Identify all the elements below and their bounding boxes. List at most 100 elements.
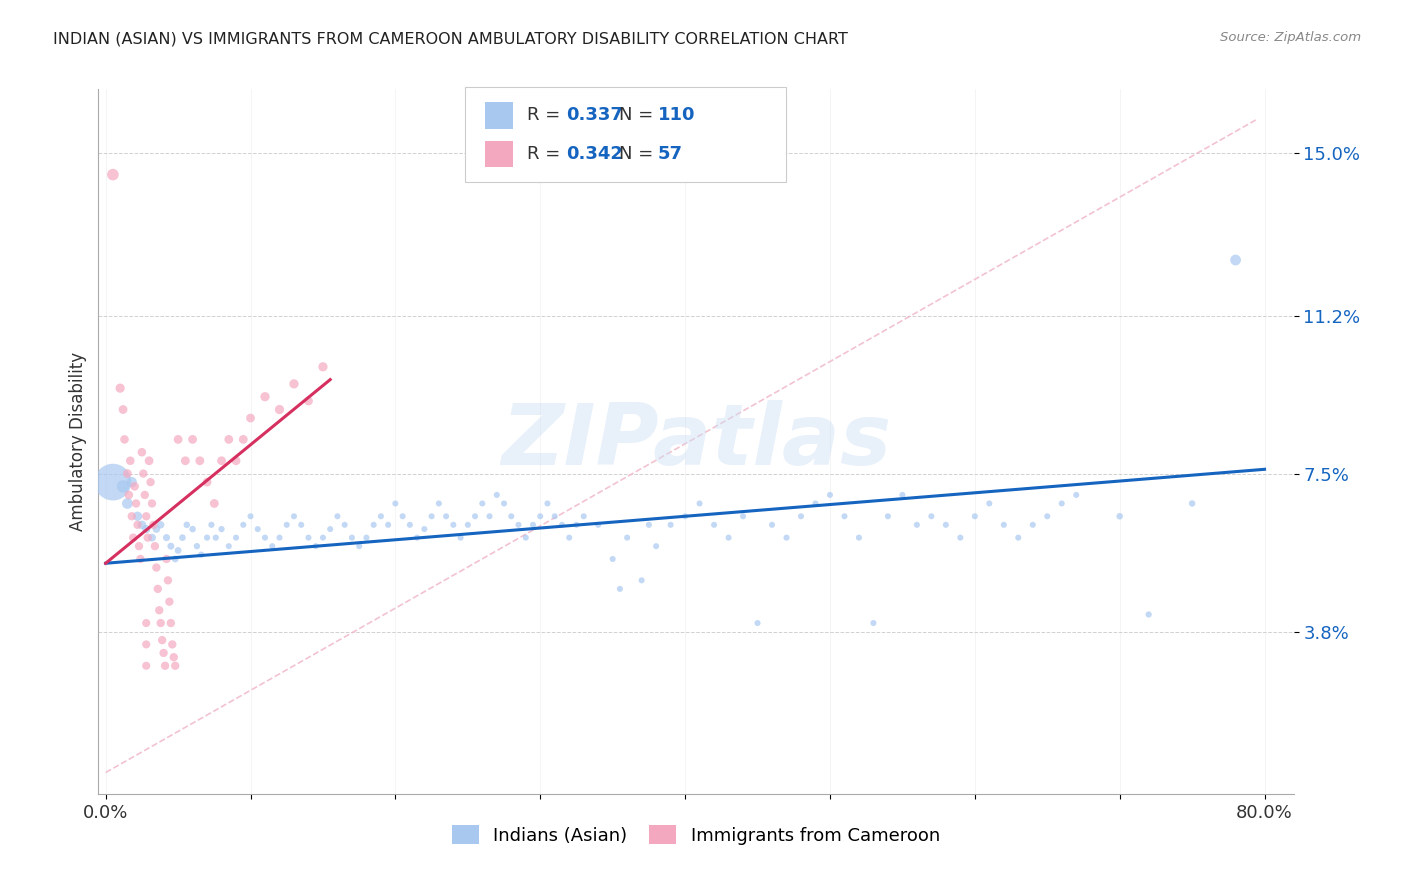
Point	[195, 475, 218, 489]
Point	[139, 475, 162, 489]
Point	[143, 539, 166, 553]
Point	[239, 509, 262, 524]
Point	[108, 381, 131, 395]
Point	[149, 517, 172, 532]
Point	[804, 496, 827, 510]
Point	[114, 433, 136, 447]
Text: ZIPatlas: ZIPatlas	[501, 400, 891, 483]
Point	[536, 496, 558, 510]
Point	[121, 509, 143, 524]
Point	[963, 509, 986, 524]
Point	[176, 517, 198, 532]
Point	[731, 509, 754, 524]
Point	[269, 531, 291, 545]
Point	[135, 658, 157, 673]
Point	[218, 539, 240, 553]
Point	[188, 454, 211, 468]
Point	[165, 552, 187, 566]
Point	[1036, 509, 1059, 524]
Point	[609, 582, 631, 596]
Point	[225, 531, 247, 545]
Text: 57: 57	[658, 145, 683, 163]
Point	[370, 509, 392, 524]
Text: R =: R =	[527, 145, 567, 163]
Point	[434, 509, 457, 524]
Point	[457, 517, 479, 532]
Point	[276, 517, 298, 532]
Point	[155, 531, 177, 545]
Point	[905, 517, 928, 532]
Point	[156, 574, 179, 588]
Point	[131, 517, 153, 532]
Point	[1108, 509, 1130, 524]
Point	[602, 552, 624, 566]
Point	[202, 496, 225, 510]
Point	[195, 531, 218, 545]
Point	[935, 517, 957, 532]
Point	[297, 394, 319, 409]
Point	[211, 522, 233, 536]
Point	[155, 552, 177, 566]
Point	[153, 658, 176, 673]
Point	[146, 582, 169, 596]
Point	[117, 496, 139, 510]
Point	[450, 531, 472, 545]
Point	[283, 509, 305, 524]
Point	[818, 488, 841, 502]
Point	[145, 560, 167, 574]
Point	[659, 517, 682, 532]
Point	[949, 531, 972, 545]
Point	[118, 488, 141, 502]
Point	[239, 411, 262, 425]
Point	[211, 454, 233, 468]
Point	[356, 531, 378, 545]
Point	[167, 433, 190, 447]
Point	[117, 467, 139, 481]
Point	[152, 646, 174, 660]
Point	[181, 522, 204, 536]
Point	[127, 509, 149, 524]
Point	[150, 633, 173, 648]
Point	[101, 475, 124, 489]
Point	[645, 539, 668, 553]
Point	[384, 496, 406, 510]
Point	[134, 488, 156, 502]
Point	[124, 479, 146, 493]
Point	[638, 517, 661, 532]
Point	[501, 509, 523, 524]
Point	[312, 531, 335, 545]
Point	[253, 390, 276, 404]
Point	[347, 539, 370, 553]
Point	[269, 402, 291, 417]
Point	[1225, 253, 1247, 268]
Point	[471, 496, 494, 510]
Point	[297, 531, 319, 545]
Point	[142, 517, 165, 532]
Point	[129, 552, 152, 566]
Point	[246, 522, 269, 536]
Point	[174, 454, 197, 468]
Point	[616, 531, 638, 545]
Point	[319, 522, 342, 536]
Point	[135, 615, 157, 630]
Point	[1007, 531, 1029, 545]
Text: N =: N =	[619, 145, 658, 163]
Point	[427, 496, 450, 510]
Point	[232, 517, 254, 532]
Point	[508, 517, 530, 532]
Point	[145, 522, 167, 536]
Point	[673, 509, 696, 524]
Point	[128, 539, 150, 553]
Point	[862, 615, 884, 630]
Point	[136, 531, 159, 545]
Point	[163, 650, 186, 665]
Point	[775, 531, 797, 545]
Point	[120, 454, 142, 468]
Legend: Indians (Asian), Immigrants from Cameroon: Indians (Asian), Immigrants from Cameroo…	[444, 818, 948, 852]
Point	[920, 509, 942, 524]
Point	[340, 531, 363, 545]
Point	[761, 517, 783, 532]
Point	[200, 517, 222, 532]
Point	[232, 433, 254, 447]
Point	[363, 517, 385, 532]
